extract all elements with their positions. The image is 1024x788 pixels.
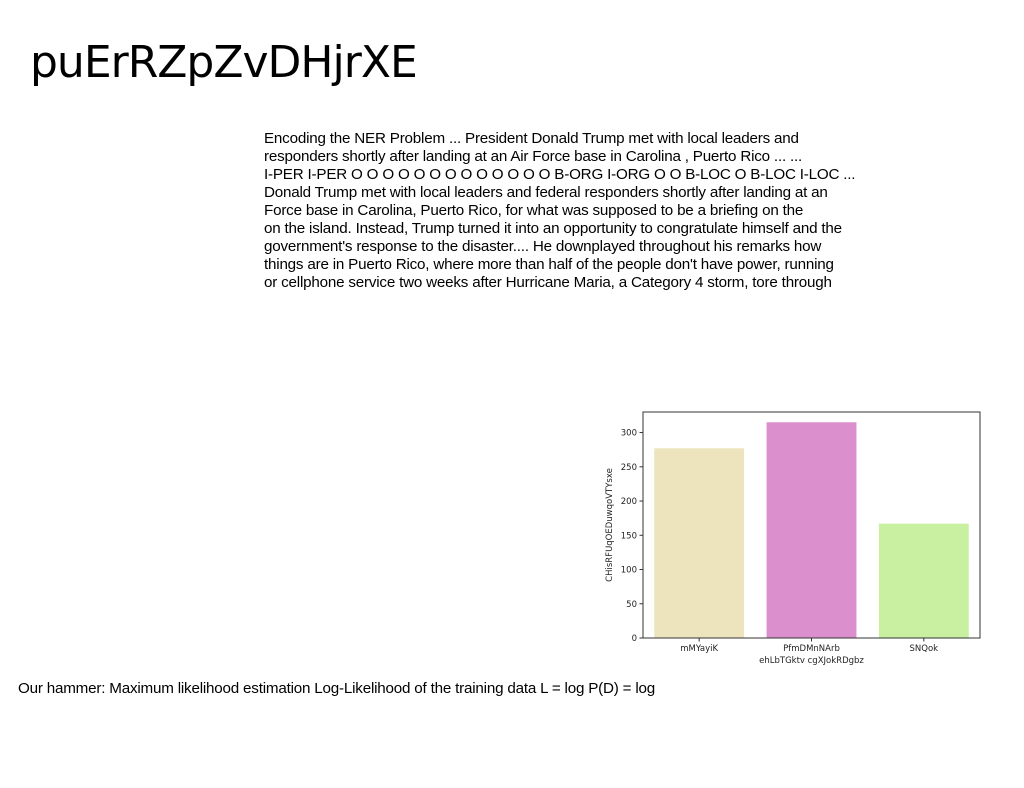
y-axis: 0 50 100 150 200 250 300 xyxy=(621,429,643,644)
y-tick-label: 100 xyxy=(621,566,637,576)
x-axis: mMYayiK PfmDMnNArb SNQok xyxy=(680,638,938,654)
bar-chart: 0 50 100 150 200 250 300 mMYayiK PfmDMnNArb SNQo… xyxy=(598,404,990,670)
body-text: Encoding the NER Problem ... President D… xyxy=(264,130,904,292)
body-line: responders shortly after landing at an A… xyxy=(264,148,803,165)
y-tick-label: 0 xyxy=(632,634,637,644)
y-tick-label: 200 xyxy=(621,497,637,507)
body-line: things are in Puerto Rico, where more th… xyxy=(264,256,834,273)
y-tick-label: 50 xyxy=(626,600,637,610)
x-tick-label: SNQok xyxy=(910,644,939,654)
x-tick-label: PfmDMnNArb xyxy=(783,644,840,654)
y-tick-label: 250 xyxy=(621,463,637,473)
bar-PfmDMnNArb xyxy=(766,422,857,638)
body-line: or cellphone service two weeks after Hur… xyxy=(264,274,832,291)
caption-text: Our hammer: Maximum likelihood estimatio… xyxy=(18,680,655,697)
bar-mMYayiK xyxy=(654,448,745,638)
x-tick-label: mMYayiK xyxy=(680,644,718,654)
body-line: on the island. Instead, Trump turned it … xyxy=(264,220,842,237)
body-line: Donald Trump met with local leaders and … xyxy=(264,184,828,201)
slide-title: puErRZpZvDHjrXE xyxy=(30,37,418,88)
bars-layer xyxy=(654,422,969,638)
x-axis-label: ehLbTGktv cgXJokRDgbz xyxy=(759,656,864,666)
body-line: Encoding the NER Problem ... President D… xyxy=(264,130,799,147)
y-tick-label: 150 xyxy=(621,531,637,541)
body-line: government's response to the disaster...… xyxy=(264,238,822,255)
bar-SNQok xyxy=(878,523,969,638)
y-tick-label: 300 xyxy=(621,429,637,439)
body-line: Force base in Carolina, Puerto Rico, for… xyxy=(264,202,804,219)
bar-chart-svg: 0 50 100 150 200 250 300 mMYayiK PfmDMnNArb SNQo… xyxy=(605,411,981,666)
body-line: I-PER I-PER O O O O O O O O O O O O O B-… xyxy=(264,166,856,183)
y-axis-label: CHisRFUqOEDuwqoVTYsxe xyxy=(605,468,615,582)
